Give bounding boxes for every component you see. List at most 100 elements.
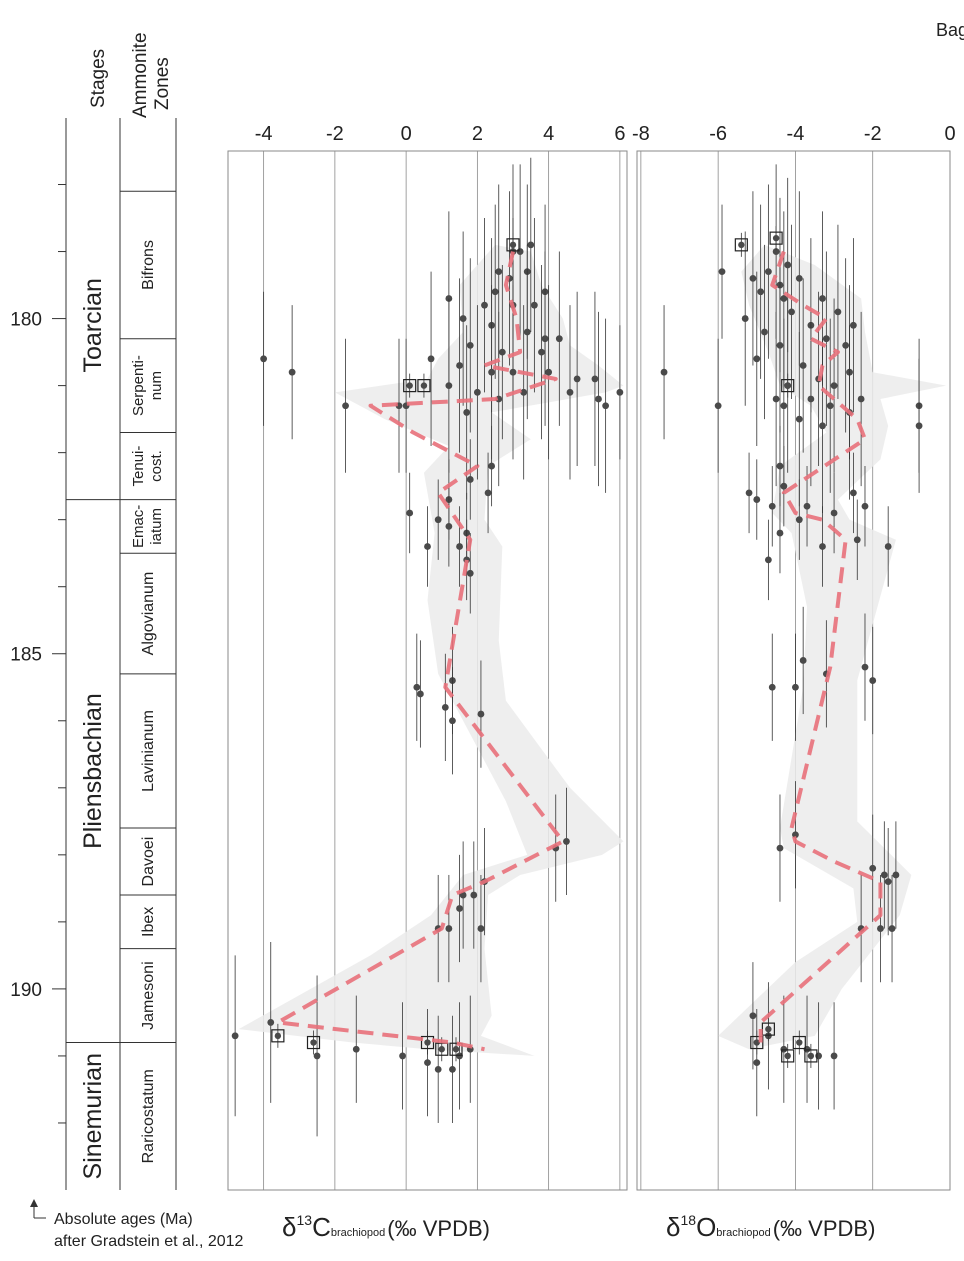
carbon-data-point bbox=[456, 543, 463, 550]
age-tick-label: 190 bbox=[10, 980, 42, 1001]
carbon-data-point bbox=[424, 1059, 431, 1067]
oxygen-boxed-point bbox=[738, 241, 745, 249]
carbon-data-point bbox=[498, 348, 506, 356]
carbon-boxed-point bbox=[310, 1039, 317, 1046]
oxygen-data-point bbox=[792, 831, 799, 839]
carbon-data-point bbox=[445, 925, 453, 932]
oxygen-data-point bbox=[822, 335, 830, 343]
oxygen-data-point bbox=[884, 878, 892, 886]
oxygen-data-point bbox=[792, 683, 799, 691]
oxygen-axis-subscript: brachiopod bbox=[716, 1227, 770, 1239]
figure-label: Baghli et al. Figure bbox=[936, 20, 964, 40]
carbon-data-point bbox=[538, 348, 545, 356]
oxygen-data-point bbox=[764, 556, 772, 564]
oxygen-data-point bbox=[877, 925, 884, 932]
zone-label: Raricostatum bbox=[140, 1069, 157, 1163]
age-tick-label: 185 bbox=[10, 645, 42, 666]
oxygen-data-point bbox=[819, 295, 826, 302]
carbon-data-point bbox=[523, 328, 531, 336]
carbon-data-point bbox=[342, 402, 349, 410]
stage-label: Toarcian bbox=[79, 278, 107, 373]
oxygen-boxed-point bbox=[765, 1025, 772, 1033]
oxygen-boxed-marker bbox=[792, 1035, 806, 1050]
oxygen-axis-element: O bbox=[696, 1212, 716, 1242]
carbon-data-point bbox=[545, 368, 553, 376]
stage-label: Sinemurian bbox=[79, 1053, 107, 1179]
oxygen-boxed-marker bbox=[781, 1049, 795, 1063]
oxygen-data-point bbox=[815, 1052, 823, 1060]
zone-label: Algovianum bbox=[140, 572, 157, 656]
carbon-data-point bbox=[520, 388, 528, 396]
carbon-data-point bbox=[473, 388, 481, 396]
oxygen-data-point bbox=[799, 657, 807, 664]
carbon-boxed-point bbox=[406, 382, 413, 389]
zone-label: Jamesoni bbox=[140, 961, 157, 1029]
carbon-data-point bbox=[313, 1052, 321, 1060]
carbon-data-point bbox=[595, 395, 602, 403]
zone-label: Bifrons bbox=[140, 240, 157, 290]
oxygen-data-point bbox=[753, 355, 761, 363]
carbon-data-points bbox=[231, 157, 624, 1137]
oxygen-axis-label: δ18Obrachiopod(‰ VPDB) bbox=[666, 1212, 875, 1242]
carbon-boxed-point bbox=[420, 382, 428, 389]
oxygen-data-point bbox=[714, 402, 722, 410]
oxygen-data-point bbox=[753, 1059, 761, 1067]
oxygen-axis-units: (‰ VPDB) bbox=[773, 1216, 876, 1241]
arrow-up-icon bbox=[30, 1199, 46, 1219]
carbon-data-point bbox=[352, 1045, 360, 1053]
carbon-data-point bbox=[509, 368, 517, 376]
carbon-data-point bbox=[441, 703, 449, 711]
footnote: Absolute ages (Ma) after Gradstein et al… bbox=[30, 1199, 244, 1250]
carbon-data-point bbox=[456, 362, 463, 369]
oxygen-data-point bbox=[869, 864, 877, 872]
carbon-data-point bbox=[563, 838, 570, 845]
carbon-data-point bbox=[488, 368, 496, 376]
oxygen-data-point bbox=[768, 502, 776, 510]
oxygen-data-point bbox=[753, 496, 761, 503]
oxygen-boxed-point bbox=[772, 234, 780, 242]
oxygen-boxed-point bbox=[807, 1052, 815, 1060]
oxygen-boxed-marker bbox=[750, 1035, 764, 1050]
carbon-boxed-marker bbox=[403, 379, 417, 393]
zone-column: Bifrons Serpenti-num Tenui-cost. Emac-iatum… bbox=[119, 118, 177, 1190]
carbon-data-point bbox=[541, 335, 549, 343]
oxygen-data-point bbox=[772, 395, 780, 403]
carbon-data-point bbox=[288, 368, 296, 376]
carbon-data-point bbox=[573, 375, 581, 383]
carbon-boxed-point bbox=[452, 1046, 460, 1053]
carbon-axis-label: δ13Cbrachiopod(‰ VPDB) bbox=[282, 1212, 490, 1242]
oxygen-data-point bbox=[745, 489, 753, 497]
carbon-data-point bbox=[424, 543, 431, 550]
carbon-data-point bbox=[267, 1019, 275, 1026]
oxygen-boxed-point bbox=[784, 1052, 791, 1060]
carbon-axis-symbol: δ bbox=[282, 1212, 296, 1242]
oxygen-data-point bbox=[749, 274, 757, 282]
oxygen-data-point bbox=[826, 402, 834, 410]
oxygen-boxed-point bbox=[796, 1039, 803, 1046]
oxygen-data-point bbox=[869, 677, 877, 684]
oxygen-boxed-point bbox=[784, 382, 791, 389]
carbon-data-point bbox=[527, 241, 535, 249]
oxygen-data-point bbox=[834, 308, 842, 316]
oxygen-data-point bbox=[764, 268, 772, 276]
carbon-tick-label: 0 bbox=[401, 123, 412, 145]
zone-label-line: Serpenti- bbox=[130, 355, 147, 416]
carbon-boxed-marker bbox=[306, 1035, 321, 1050]
carbon-axis-element: C bbox=[312, 1212, 331, 1242]
oxygen-data-point bbox=[830, 1052, 838, 1060]
carbon-boxed-marker bbox=[449, 1042, 463, 1056]
carbon-data-point bbox=[477, 925, 485, 932]
oxygen-data-point bbox=[718, 268, 726, 276]
oxygen-data-point bbox=[741, 315, 749, 322]
stage-label: Pliensbachian bbox=[79, 693, 107, 849]
zone-label: Lavinianum bbox=[140, 710, 157, 792]
carbon-data-point bbox=[555, 335, 563, 343]
carbon-data-point bbox=[591, 375, 599, 383]
carbon-axis-subscript: brachiopod bbox=[331, 1227, 385, 1239]
oxygen-boxed-marker bbox=[781, 379, 795, 393]
oxygen-data-point bbox=[776, 462, 784, 470]
zone-label-line: Emac- bbox=[130, 505, 147, 548]
oxygen-data-point bbox=[780, 482, 788, 490]
zone-label: Davoei bbox=[140, 837, 157, 887]
carbon-boxed-marker bbox=[271, 1029, 285, 1043]
